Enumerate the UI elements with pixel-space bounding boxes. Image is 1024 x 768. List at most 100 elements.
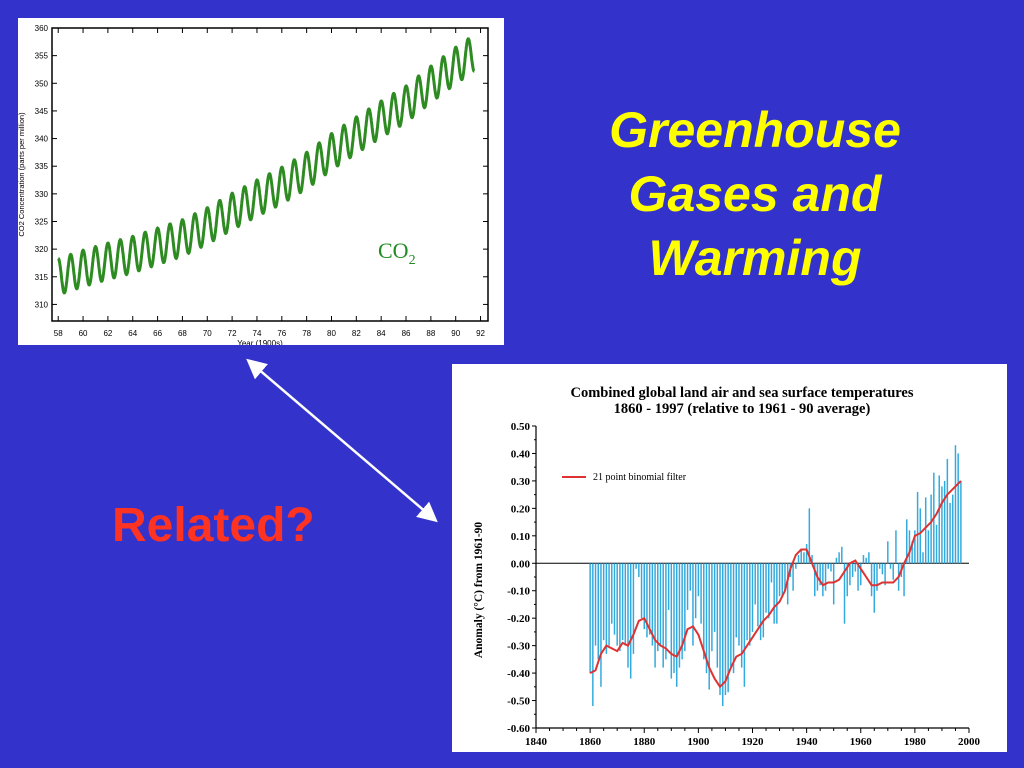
temperature-bar xyxy=(808,508,811,564)
co2-x-tick-label: 64 xyxy=(128,329,137,338)
temperature-bar xyxy=(749,563,751,646)
co2-x-tick-label: 92 xyxy=(476,329,485,338)
temperature-bar xyxy=(648,563,651,635)
temperature-bar xyxy=(662,563,664,668)
temperature-bar xyxy=(943,480,946,564)
temperature-bar xyxy=(919,508,922,564)
temperature-bar xyxy=(830,563,832,572)
temperature-bar xyxy=(621,563,624,641)
temperature-bar xyxy=(911,541,913,564)
temperature-chart-title-line-2: 1860 - 1997 (relative to 1961 - 90 avera… xyxy=(614,401,871,417)
temperature-bar xyxy=(941,486,943,564)
temperature-bar xyxy=(719,563,721,696)
temperature-bar xyxy=(949,502,951,564)
temperature-bar xyxy=(602,563,605,641)
temperature-bar xyxy=(646,563,648,638)
temp-x-tick-label: 1940 xyxy=(796,736,819,748)
temperature-bar xyxy=(935,524,938,564)
temperature-bar xyxy=(643,563,645,630)
temperature-bar xyxy=(906,519,908,564)
temperature-bar xyxy=(903,563,905,597)
temperature-bar xyxy=(746,563,748,641)
temperature-bar xyxy=(762,563,765,638)
slide-title-line-3: Warming xyxy=(648,230,862,286)
temperature-bar xyxy=(635,563,637,569)
temp-y-tick-label: -0.30 xyxy=(507,641,530,653)
temperature-chart-panel: Combined global land air and sea surface… xyxy=(452,364,1007,752)
co2-y-tick-label: 335 xyxy=(35,162,49,171)
temperature-bar xyxy=(781,563,784,597)
temperature-bar xyxy=(640,563,643,619)
temperature-bar xyxy=(767,563,770,619)
temperature-bar xyxy=(765,563,767,613)
temperature-bar xyxy=(784,563,786,591)
temperature-bar xyxy=(851,563,854,577)
temperature-bar xyxy=(627,563,629,668)
temperature-bar xyxy=(732,563,735,674)
temperature-bar xyxy=(684,563,686,652)
temperature-bar xyxy=(724,563,727,696)
temperature-bar xyxy=(721,563,724,707)
slide-title: Greenhouse Gases and Warming xyxy=(555,98,955,290)
co2-plot-frame xyxy=(51,27,489,322)
temperature-bar xyxy=(776,563,778,624)
temperature-bar xyxy=(657,563,659,652)
temperature-bar xyxy=(700,563,702,624)
temperature-bar xyxy=(889,563,892,569)
temperature-bar xyxy=(841,546,843,564)
temperature-bar xyxy=(927,530,930,564)
temperature-bar xyxy=(703,563,705,660)
temperature-bar xyxy=(608,563,610,646)
temperature-bar xyxy=(960,480,962,564)
temp-x-tick-label: 1960 xyxy=(850,736,873,748)
temperature-bar xyxy=(773,563,775,624)
temperature-bar xyxy=(814,563,816,597)
temperature-bar xyxy=(952,494,954,564)
co2-x-tick-label: 58 xyxy=(54,329,63,338)
temperature-bar xyxy=(846,563,848,597)
temperature-bar xyxy=(868,552,870,564)
temperature-bar xyxy=(735,563,738,638)
temperature-bar xyxy=(800,549,802,564)
temperature-bar xyxy=(757,563,759,627)
filter-curve xyxy=(589,480,962,689)
temp-x-tick-label: 1840 xyxy=(525,736,548,748)
co2-x-tick-label: 68 xyxy=(178,329,187,338)
temperature-bar xyxy=(686,563,689,610)
temperature-bar xyxy=(938,475,940,564)
temp-y-tick-label: -0.10 xyxy=(507,586,530,598)
temperature-bar xyxy=(589,563,591,674)
co2-chart-panel: 58 60 62 64 66 68 70 72 74 76 78 80 82 84 86 88 90 92 310 3… xyxy=(17,18,504,348)
co2-x-axis-label: Year (1900s) xyxy=(237,339,283,345)
co2-y-tick-label: 345 xyxy=(35,107,49,116)
temperature-bar xyxy=(908,530,911,564)
co2-x-tick-label: 76 xyxy=(277,329,286,338)
temperature-bar xyxy=(705,563,708,674)
temperature-bar xyxy=(778,563,781,597)
slide-title-line-1: Greenhouse xyxy=(609,102,901,158)
temperature-bar xyxy=(751,563,754,632)
temperature-bar xyxy=(667,563,670,610)
temp-x-tick-label: 2000 xyxy=(958,736,981,748)
co2-series-line xyxy=(57,37,476,295)
temp-y-tick-label: 0.30 xyxy=(511,476,531,488)
co2-label-sub: 2 xyxy=(409,253,416,268)
temperature-bar xyxy=(697,563,700,597)
temperature-bar xyxy=(592,563,594,707)
temperature-bar xyxy=(865,557,867,564)
temp-x-tick-label: 1860 xyxy=(579,736,602,748)
co2-x-tick-label: 88 xyxy=(426,329,435,338)
temperature-bar xyxy=(605,563,608,654)
temperature-chart-title-line-1: Combined global land air and sea surface… xyxy=(570,385,913,401)
temp-x-tick-label: 1880 xyxy=(633,736,656,748)
co2-x-tick-label: 82 xyxy=(352,329,361,338)
temperature-bar xyxy=(624,563,627,646)
temperature-bar xyxy=(632,563,635,654)
co2-x-tick-label: 90 xyxy=(451,329,460,338)
temperature-bar xyxy=(878,563,881,569)
temperature-bar xyxy=(651,563,654,646)
temperature-bar xyxy=(862,555,865,564)
temperature-bar xyxy=(711,563,713,652)
temperature-bar xyxy=(887,541,889,564)
